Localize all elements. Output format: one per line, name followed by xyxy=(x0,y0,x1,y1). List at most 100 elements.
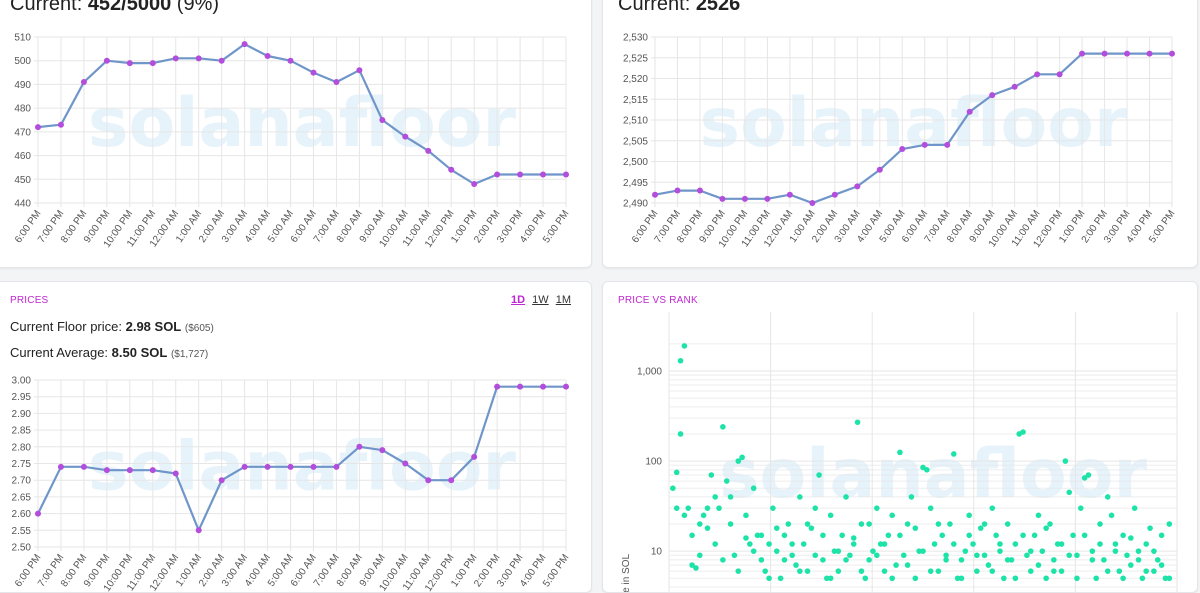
rank-data-point xyxy=(1081,532,1088,539)
rank-data-point xyxy=(827,512,834,519)
floor-y-tick-label: 2.65 xyxy=(12,492,32,503)
rank-data-point xyxy=(1135,557,1142,563)
rank-data-point xyxy=(700,512,707,519)
rank-data-point xyxy=(1131,505,1138,511)
listed-data-point xyxy=(402,133,409,140)
listed-data-point xyxy=(448,166,455,173)
holders-y-tick-label: 2,520 xyxy=(623,74,648,85)
rank-data-point xyxy=(900,552,907,559)
rank-data-point xyxy=(931,541,938,547)
rank-data-point xyxy=(943,557,949,563)
holders-data-point xyxy=(1169,50,1175,57)
rank-data-point xyxy=(804,521,811,527)
listed-data-point xyxy=(425,147,432,154)
rank-data-point xyxy=(1093,575,1099,582)
holders-data-point xyxy=(876,166,883,173)
floor-data-point xyxy=(471,453,478,460)
holders-y-tick-label: 2,510 xyxy=(623,116,648,127)
rank-data-point xyxy=(1104,568,1111,574)
rank-data-point xyxy=(747,541,753,547)
listed-current-percent: (9%) xyxy=(176,0,220,15)
rank-data-point xyxy=(1004,557,1011,563)
listed-y-tick-label: 470 xyxy=(14,127,31,138)
floor-y-tick-label: 2.60 xyxy=(12,509,32,520)
range-tab-1w[interactable]: 1W xyxy=(532,294,549,306)
listed-data-point xyxy=(195,55,202,62)
rank-data-point xyxy=(1077,505,1084,511)
rank-data-point xyxy=(766,541,772,547)
rank-data-point xyxy=(812,552,819,559)
rank-data-point xyxy=(704,505,711,511)
rank-data-point xyxy=(1112,541,1119,547)
rank-data-point xyxy=(920,548,926,554)
rank-y-tick-label: 10 xyxy=(651,547,663,558)
holders-y-tick-label: 2,505 xyxy=(623,136,648,147)
floor-data-point xyxy=(218,477,225,484)
rank-data-point xyxy=(970,541,976,547)
rank-data-point xyxy=(1143,541,1150,547)
listed-data-point xyxy=(241,41,248,48)
rank-data-point xyxy=(789,552,795,559)
range-tabs: 1D 1W 1M xyxy=(507,294,571,306)
rank-data-point xyxy=(797,494,803,500)
floor-y-tick-label: 2.70 xyxy=(12,476,32,487)
rank-data-point xyxy=(1166,521,1173,527)
listed-y-tick-label: 490 xyxy=(14,80,31,91)
rank-data-point xyxy=(858,568,865,574)
rank-data-point xyxy=(816,472,822,478)
rank-data-point xyxy=(1104,494,1111,500)
rank-data-point xyxy=(904,562,911,568)
rank-data-point xyxy=(874,552,880,559)
rank-data-point xyxy=(835,548,842,554)
rank-data-point xyxy=(989,505,996,511)
rank-watermark: solanafloor xyxy=(719,435,1148,514)
range-tab-1m[interactable]: 1M xyxy=(555,294,571,306)
listed-data-point xyxy=(333,79,340,86)
rank-data-point xyxy=(681,343,688,349)
listed-current-value: 452/5000 xyxy=(87,0,172,15)
floor-y-tick-label: 2.50 xyxy=(12,543,32,554)
rank-data-point xyxy=(1120,532,1126,539)
holders-count-card: Current: 2526 solanafloor 2,490 2,495 2,500… xyxy=(602,0,1198,268)
listed-data-point xyxy=(80,79,87,86)
rank-data-point xyxy=(897,532,903,539)
rank-data-point xyxy=(712,494,718,500)
rank-data-point xyxy=(1128,562,1134,568)
rank-data-point xyxy=(974,568,980,574)
rank-data-point xyxy=(1097,521,1103,527)
floor-data-point xyxy=(126,467,133,474)
rank-data-point xyxy=(770,505,776,511)
floor-data-point xyxy=(80,463,87,470)
holders-data-point xyxy=(1146,50,1153,57)
rank-data-point xyxy=(773,525,780,531)
rank-data-point xyxy=(735,568,742,574)
rank-data-point xyxy=(893,562,899,568)
floor-y-tick-label: 3.00 xyxy=(12,376,32,387)
rank-data-point xyxy=(1043,575,1049,582)
floor-y-tick-label: 2.95 xyxy=(12,392,32,403)
holders-y-tick-label: 2,515 xyxy=(623,95,648,106)
floor-data-point xyxy=(425,477,432,484)
rank-data-point xyxy=(1043,525,1049,531)
floor-y-tick-label: 2.55 xyxy=(12,526,32,537)
range-tab-1d[interactable]: 1D xyxy=(511,294,526,306)
listed-y-tick-label: 440 xyxy=(14,199,31,210)
rank-data-point xyxy=(693,565,699,571)
rank-data-point xyxy=(908,494,915,500)
rank-data-point xyxy=(793,562,799,568)
listed-data-point xyxy=(103,57,110,64)
floor-data-point xyxy=(494,383,501,390)
rank-data-point xyxy=(997,541,1003,547)
rank-data-point xyxy=(1051,568,1057,574)
rank-data-point xyxy=(696,521,703,527)
listed-y-tick-label: 480 xyxy=(14,104,31,115)
holders-data-point xyxy=(696,187,703,194)
rank-data-point xyxy=(1158,532,1165,539)
floor-data-point xyxy=(563,383,569,390)
rank-data-point xyxy=(1047,521,1053,527)
holders-data-point xyxy=(1056,71,1063,78)
floor-data-point xyxy=(195,527,202,534)
holders-data-point xyxy=(1101,50,1108,57)
listed-data-point xyxy=(379,117,386,123)
rank-data-point xyxy=(1051,557,1057,563)
